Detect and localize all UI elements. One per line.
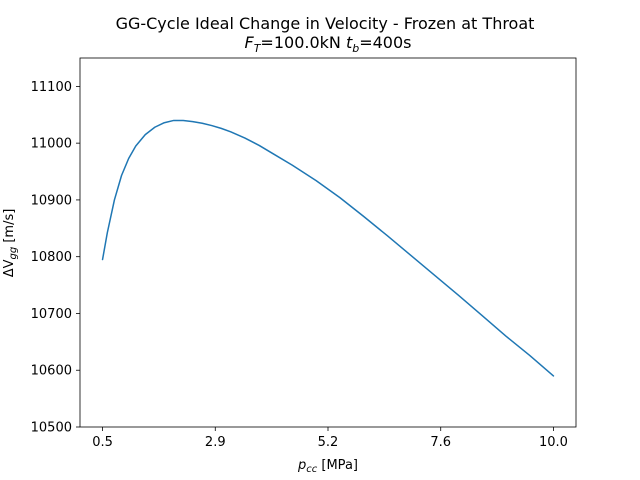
chart-subtitle: FT=100.0kN tb=400s	[244, 33, 411, 55]
x-tick-label: 0.5	[92, 435, 113, 450]
subtitle-time-value: =400s	[359, 33, 411, 52]
y-tick-label: 10900	[31, 193, 72, 208]
subtitle-time-symbol: t	[346, 33, 353, 52]
y-tick-label: 10700	[31, 307, 72, 322]
y-tick-label: 10800	[31, 250, 72, 265]
subtitle-force-symbol: F	[244, 33, 254, 52]
x-axis-label: pcc [MPa]	[297, 458, 358, 475]
x-tick-label: 7.6	[430, 435, 451, 450]
x-tick-label: 5.2	[318, 435, 339, 450]
y-axis-label-subscript: gg	[8, 247, 19, 260]
x-axis-label-unit: [MPa]	[317, 458, 358, 473]
x-tick-label: 2.9	[205, 435, 226, 450]
y-axis-label-unit: [m/s]	[2, 209, 17, 247]
y-tick-label: 10600	[31, 364, 72, 379]
subtitle-force-value: =100.0kN	[260, 33, 346, 52]
plot-area: 0.5 2.9 5.2 7.6 10.0 10500 10600 10700 10800 1090…	[31, 57, 577, 450]
y-tick-label: 11100	[31, 80, 72, 95]
y-tick-label: 11000	[31, 137, 72, 152]
y-axis-label-symbol: ΔV	[2, 259, 17, 277]
y-axis-label: ΔVgg [m/s]	[2, 209, 19, 278]
subtitle-time-subscript: b	[352, 42, 359, 55]
x-tick-label: 10.0	[539, 435, 568, 450]
subtitle-force-subscript: T	[254, 42, 262, 55]
y-tick-label: 10500	[31, 421, 72, 436]
x-axis-label-symbol: p	[297, 458, 306, 473]
x-axis-label-subscript: cc	[306, 464, 317, 475]
axes-frame	[79, 57, 577, 428]
chart-title: GG-Cycle Ideal Change in Velocity - Froz…	[116, 14, 535, 33]
series-line-0	[101, 119, 555, 377]
